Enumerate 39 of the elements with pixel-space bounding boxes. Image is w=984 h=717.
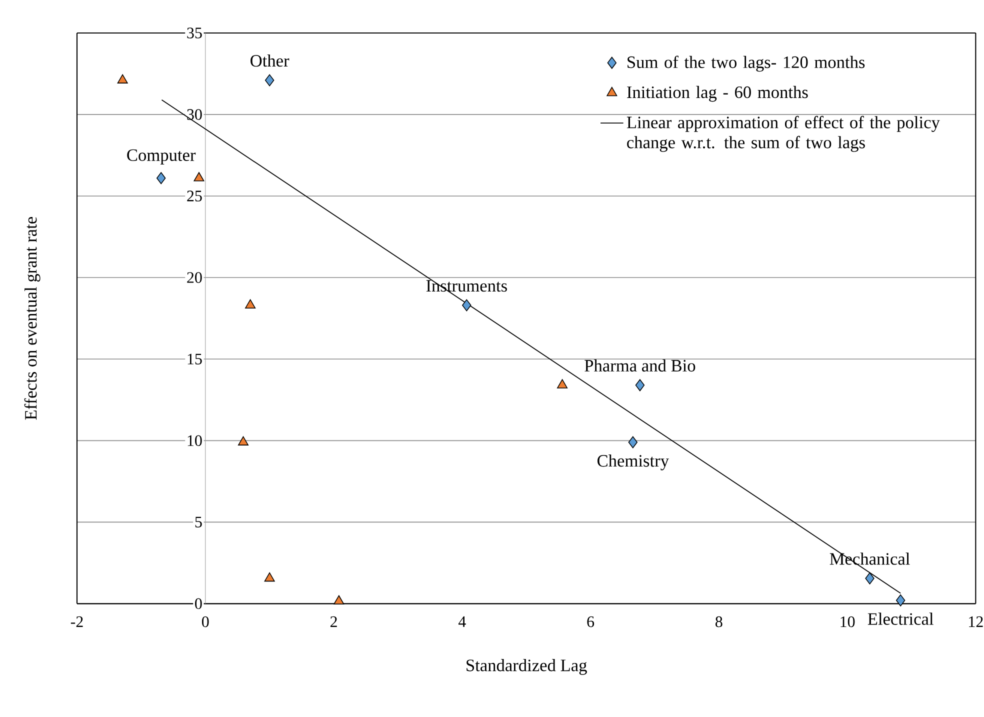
y-tick-label: 25 (187, 190, 202, 202)
point (194, 172, 204, 182)
legend-label: Sum of the two lags- 120 months (628, 56, 865, 72)
point (462, 299, 472, 312)
x-tick-label: 12 (969, 616, 983, 627)
x-tick-label: 6 (587, 616, 594, 628)
annotation: Electrical (868, 612, 934, 625)
point (156, 172, 166, 184)
annotation: Chemistry (598, 454, 669, 470)
x-tick-label: 2 (330, 616, 337, 627)
point (117, 74, 128, 84)
legend-label: Initiation lag - 60 months (627, 86, 808, 102)
y-tick-label: 0 (195, 598, 202, 610)
point (635, 379, 645, 392)
x-tick-label: 8 (716, 616, 722, 628)
x-tick-label: -2 (70, 616, 83, 627)
y-tick-label: 35 (187, 28, 202, 38)
x-tick-label: 4 (458, 616, 466, 627)
point (245, 299, 256, 308)
x-tick-label: 10 (840, 616, 855, 628)
annotation: Computer (127, 149, 196, 164)
point (264, 572, 275, 582)
y-tick-label: 30 (187, 109, 202, 120)
point (264, 74, 274, 86)
y-tick-label: 10 (188, 435, 202, 446)
y-tick-label: 5 (195, 516, 202, 528)
point (238, 436, 249, 446)
point (334, 595, 344, 604)
point (557, 379, 568, 388)
x-axis-title: Standardized Lag (466, 659, 587, 675)
y-tick-label: 15 (188, 354, 202, 364)
point (865, 572, 874, 584)
y-axis-title: Effects on eventual grant rate (24, 217, 40, 420)
annotation: Pharma and Bio (584, 359, 696, 372)
point (628, 436, 638, 448)
y-tick-label: 20 (187, 272, 202, 283)
point (896, 594, 906, 606)
legend-label: Linear approximation of effect of the policy change w.r.t. the sum of two lags (626, 116, 940, 152)
annotation: Other (250, 54, 290, 67)
